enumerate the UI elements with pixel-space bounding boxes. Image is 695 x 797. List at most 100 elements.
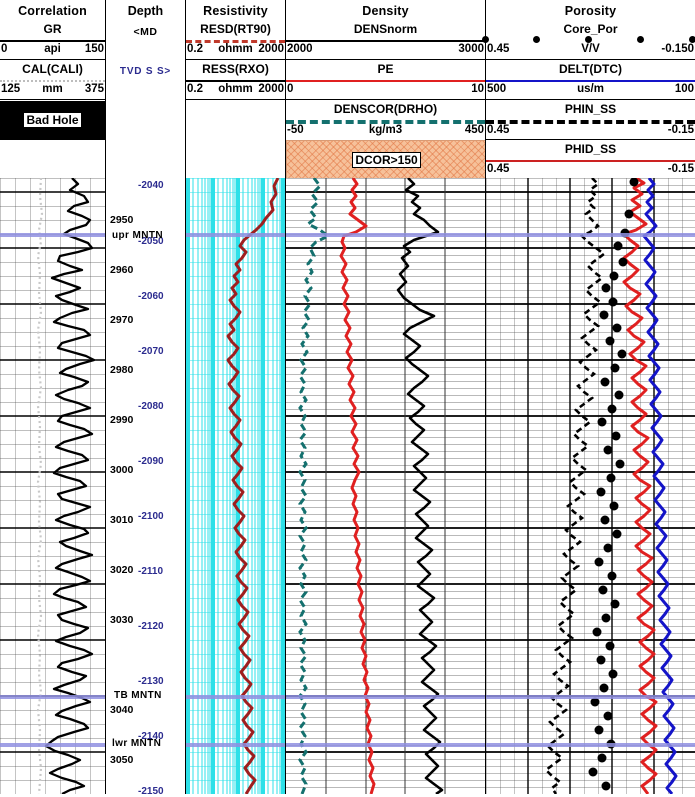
depth-tvd-tick: -2100	[138, 511, 164, 522]
marker-line-upr-mntn	[286, 233, 485, 237]
curve-drho	[298, 178, 331, 794]
drho-unit: kg/m3	[368, 124, 403, 136]
ress-unit: ohmm	[218, 83, 253, 95]
corepor-unit: V/V	[581, 43, 600, 55]
pe-curve-name: PE	[377, 62, 394, 76]
depth-tvd-tick: -2130	[138, 676, 164, 687]
corepor-scale-lo: 0.45	[487, 43, 510, 55]
resistivity-divider-2	[186, 99, 285, 100]
depth-tvd-tick: -2060	[138, 291, 164, 302]
gr-curve-name: GR	[43, 22, 62, 36]
header-sep-3	[285, 0, 286, 178]
depth-tvd-tick: -2090	[138, 456, 164, 467]
curve-phidss	[622, 178, 658, 794]
marker-line-lwr-mntn	[486, 743, 695, 747]
densnorm-scale-hi: 3000	[458, 43, 484, 55]
core-dot	[637, 36, 644, 43]
marker-line-lwr-mntn	[186, 743, 285, 747]
marker-line-tb-mntn	[286, 695, 485, 699]
delt-line-sample	[486, 80, 695, 82]
header-resistivity: Resistivity RESD(RT90) 0.2 ohmm 2000 RES…	[186, 0, 285, 178]
phinss-scale-lo: 0.45	[487, 124, 510, 136]
marker-label-tb-mntn: TB MNTN	[114, 690, 162, 701]
delt-scale-lo: 500	[487, 83, 507, 95]
resd-curve-name: RESD(RT90)	[200, 22, 271, 36]
corepor-scale-hi: -0.150	[661, 43, 694, 55]
gr-line-sample	[0, 40, 105, 42]
depth-md-tick: 2970	[110, 314, 134, 326]
depth-tvd-tick: -2070	[138, 346, 164, 357]
log-header: Correlation GR 0 api 150 CAL(CALI) 125 m…	[0, 0, 695, 180]
header-depth: Depth <MD TVD S S>	[106, 0, 185, 178]
cal-curve-name: CAL(CALI)	[22, 62, 83, 76]
phidss-line-sample	[486, 160, 695, 162]
curve-delt	[642, 178, 678, 794]
pe-line-sample	[286, 80, 485, 82]
phinss-curve-name: PHIN_SS	[564, 102, 617, 116]
cal-unit: mm	[42, 83, 63, 95]
depth-title: Depth	[127, 4, 164, 18]
porosity-plot	[486, 178, 695, 794]
curve-densnorm	[396, 178, 444, 794]
track-porosity[interactable]	[486, 178, 695, 794]
phidss-curve-name: PHID_SS	[564, 142, 617, 156]
correlation-divider	[0, 59, 105, 60]
curve-phinss	[544, 178, 607, 794]
corepor-curve-name: Core_Por	[563, 22, 618, 36]
log-body[interactable]: 2950 2960 2970 2980 2990 3000 3010 3020 …	[0, 178, 695, 797]
track-sep-1	[105, 178, 106, 794]
correlation-plot	[0, 178, 105, 794]
core-dot	[482, 36, 489, 43]
density-divider-2	[286, 99, 485, 100]
ress-curve-name: RESS(RXO)	[202, 62, 269, 76]
correlation-title: Correlation	[18, 4, 87, 18]
marker-line-tb-mntn	[186, 695, 285, 699]
track-sep-3	[285, 178, 286, 794]
drho-curve-name: DENSCOR(DRHO)	[333, 102, 438, 116]
track-correlation[interactable]	[0, 178, 105, 794]
porosity-divider-2	[486, 99, 695, 100]
depth-md-tick: 3050	[110, 754, 134, 766]
correlation-divider-2	[0, 99, 105, 100]
header-sep-4	[485, 0, 486, 178]
depth-md-tick: 3030	[110, 614, 134, 626]
track-sep-4	[485, 178, 486, 794]
core-dot	[585, 36, 592, 43]
gr-unit: api	[44, 43, 61, 55]
delt-curve-name: DELT(DTC)	[558, 62, 623, 76]
marker-label-upr-mntn: upr MNTN	[112, 230, 163, 241]
track-density[interactable]	[286, 178, 485, 794]
marker-line-upr-mntn	[186, 233, 285, 237]
depth-md-tick: 3040	[110, 704, 134, 716]
dcor-flag: DCOR>150	[286, 140, 487, 180]
gr-scale-lo: 0	[1, 43, 8, 55]
cal-scale-hi: 375	[84, 83, 104, 95]
depth-tvd-tick: -2120	[138, 621, 164, 632]
gr-scale-hi: 150	[84, 43, 104, 55]
cal-line-sample	[0, 80, 105, 82]
track-depth[interactable]: 2950 2960 2970 2980 2990 3000 3010 3020 …	[106, 178, 185, 797]
resistivity-plot	[186, 178, 285, 794]
depth-tvd-tick: -2150	[138, 786, 164, 797]
core-dot	[533, 36, 540, 43]
marker-line-lwr-mntn	[286, 743, 485, 747]
density-plot	[286, 178, 485, 794]
resistivity-title: Resistivity	[203, 4, 268, 18]
track-resistivity[interactable]	[186, 178, 285, 794]
marker-label-lwr-mntn: lwr MNTN	[112, 738, 162, 749]
depth-md-tick: 3010	[110, 514, 134, 526]
curve-resd	[226, 178, 280, 794]
curve-corepor	[588, 178, 639, 791]
bad-hole-flag: Bad Hole	[0, 101, 105, 139]
resd-line-sample	[186, 40, 285, 43]
depth-tvd-tick: -2080	[138, 401, 164, 412]
porosity-title: Porosity	[564, 4, 617, 18]
resd-scale-hi: 2000	[258, 43, 284, 55]
depth-md-tick: 3000	[110, 464, 134, 476]
marker-line-upr-mntn	[0, 233, 105, 237]
cal-scale-lo: 125	[1, 83, 21, 95]
pe-scale-hi: 10	[471, 83, 484, 95]
phinss-line-sample	[486, 120, 695, 124]
depth-tvd-tick: -2110	[138, 566, 164, 577]
